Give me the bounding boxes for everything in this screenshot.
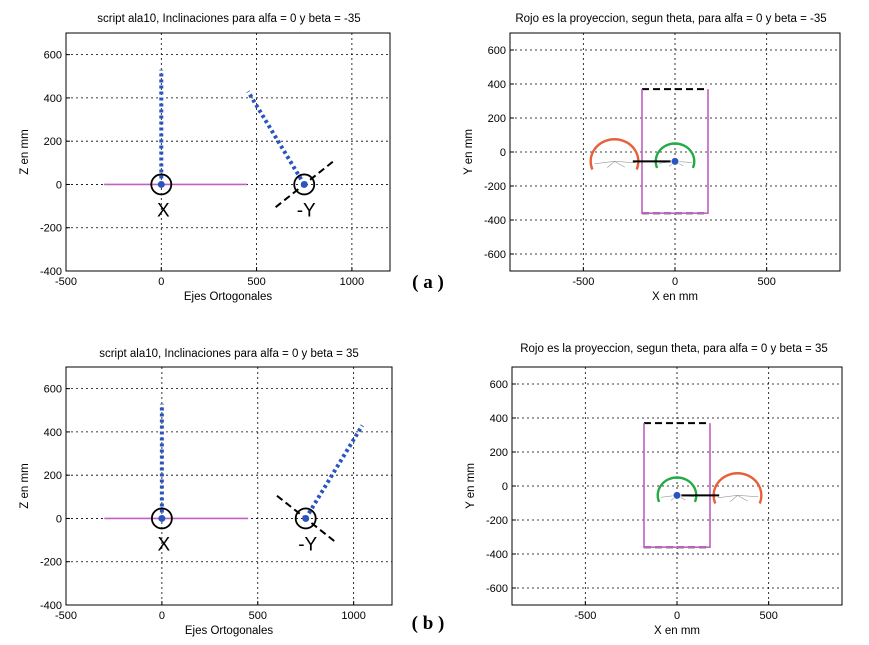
x-tick-label: 1000 bbox=[340, 276, 364, 288]
y-axis-label: Y en mm bbox=[463, 129, 475, 175]
y-tick-label: 200 bbox=[488, 113, 506, 125]
x-axis-label: Ejes Ortogonales bbox=[184, 291, 272, 303]
y-tick-label: 600 bbox=[488, 45, 506, 57]
y-tick-label: 600 bbox=[44, 50, 62, 62]
y-tick-label: 200 bbox=[44, 136, 62, 148]
arc-series bbox=[589, 138, 640, 170]
origin-marker-dot bbox=[158, 514, 166, 522]
series-group bbox=[589, 88, 709, 215]
panel-label-b: ( b ) bbox=[412, 613, 445, 634]
arc-series bbox=[656, 476, 698, 503]
y-axis-label: Z en mm bbox=[19, 463, 31, 508]
y-tick-label: -200 bbox=[40, 557, 62, 569]
x-tick-label: 0 bbox=[674, 610, 680, 622]
projection-ray bbox=[737, 495, 748, 502]
y-tick-label: -400 bbox=[484, 215, 506, 227]
x-tick-label: 500 bbox=[759, 610, 777, 622]
chart-1: -500 0 500 1000 -400 -200 0 200 400 600 script ala… bbox=[19, 13, 391, 303]
y-tick-label: 600 bbox=[490, 379, 508, 391]
x-axis-label: X en mm bbox=[654, 625, 700, 637]
chart-3: -500 0 500 1000 -400 -200 0 200 400 600 script ala… bbox=[19, 348, 393, 637]
origin-dot bbox=[670, 156, 680, 166]
x-tick-label: -500 bbox=[574, 610, 596, 622]
x-tick-label: -500 bbox=[572, 276, 594, 288]
y-tick-label: 0 bbox=[500, 147, 506, 159]
y-axis-label: Y en mm bbox=[465, 463, 477, 509]
y-tick-label: -200 bbox=[484, 181, 506, 193]
x-tick-label: -500 bbox=[55, 276, 77, 288]
origin-marker-circle bbox=[293, 173, 316, 196]
x-tick-label: 500 bbox=[249, 610, 267, 622]
axis-name-label: X bbox=[157, 200, 170, 221]
origin-marker-dot bbox=[300, 180, 308, 188]
chart-title: script ala10, Inclinaciones para alfa = … bbox=[97, 13, 360, 25]
y-tick-label: -400 bbox=[40, 600, 62, 612]
y-tick-label: 600 bbox=[44, 384, 62, 396]
chart-4: -500 0 500 -600 -400 -200 0 200 400 600 Rojo es la… bbox=[465, 343, 843, 637]
y-tick-label: -200 bbox=[486, 515, 508, 527]
axis-name-label: -Y bbox=[298, 534, 317, 555]
y-tick-label: 400 bbox=[490, 413, 508, 425]
y-tick-label: -200 bbox=[40, 223, 62, 235]
y-tick-label: -400 bbox=[486, 549, 508, 561]
y-tick-label: 0 bbox=[56, 179, 62, 191]
solid-series bbox=[643, 423, 711, 549]
y-tick-label: 200 bbox=[44, 470, 62, 482]
origin-dot bbox=[672, 490, 682, 500]
plot-frame bbox=[65, 32, 391, 272]
y-tick-label: 0 bbox=[502, 481, 508, 493]
x-tick-label: 500 bbox=[247, 276, 265, 288]
chart-2: -500 0 500 -600 -400 -200 0 200 400 600 Rojo es la… bbox=[463, 13, 841, 303]
dotted-series bbox=[246, 90, 306, 186]
plot-frame bbox=[65, 366, 393, 606]
solid-series bbox=[641, 89, 709, 214]
origin-marker-circle bbox=[150, 173, 173, 196]
y-tick-label: 400 bbox=[44, 93, 62, 105]
projection-ray bbox=[730, 495, 738, 502]
x-tick-label: 0 bbox=[159, 610, 165, 622]
projection-ray bbox=[737, 495, 759, 498]
chart-title: Rojo es la proyeccion, segun theta, para… bbox=[515, 13, 826, 25]
origin-marker-dot bbox=[302, 514, 310, 522]
projection-ray bbox=[614, 161, 625, 168]
y-tick-label: -400 bbox=[40, 266, 62, 278]
y-tick-label: -600 bbox=[486, 583, 508, 595]
y-tick-label: -600 bbox=[484, 249, 506, 261]
arc-series bbox=[712, 472, 763, 504]
origin-marker-circle bbox=[294, 507, 317, 530]
chart-title: Rojo es la proyeccion, segun theta, para… bbox=[520, 343, 828, 355]
dotted-series bbox=[303, 424, 364, 520]
x-tick-label: 500 bbox=[757, 276, 775, 288]
origin-marker-circle bbox=[150, 507, 173, 530]
x-axis-label: Ejes Ortogonales bbox=[185, 625, 273, 637]
x-tick-label: -500 bbox=[55, 610, 77, 622]
projection-ray bbox=[607, 161, 615, 168]
chart-title: script ala10, Inclinaciones para alfa = … bbox=[99, 348, 359, 360]
origin-marker-dot bbox=[157, 180, 165, 188]
x-tick-label: 0 bbox=[158, 276, 164, 288]
arc-series bbox=[654, 142, 696, 169]
x-axis-label: X en mm bbox=[652, 291, 698, 303]
axis-name-label: X bbox=[158, 534, 171, 555]
axis-name-label: -Y bbox=[297, 200, 316, 221]
y-tick-label: 0 bbox=[56, 513, 62, 525]
y-tick-label: 400 bbox=[488, 79, 506, 91]
projection-ray bbox=[614, 161, 636, 164]
x-tick-label: 1000 bbox=[341, 610, 365, 622]
y-tick-label: 200 bbox=[490, 447, 508, 459]
y-axis-label: Z en mm bbox=[19, 129, 31, 174]
projection-ray bbox=[717, 495, 738, 499]
y-tick-label: 400 bbox=[44, 427, 62, 439]
x-tick-label: 0 bbox=[672, 276, 678, 288]
panel-label-a: ( a ) bbox=[412, 272, 444, 293]
projection-ray bbox=[594, 161, 615, 165]
